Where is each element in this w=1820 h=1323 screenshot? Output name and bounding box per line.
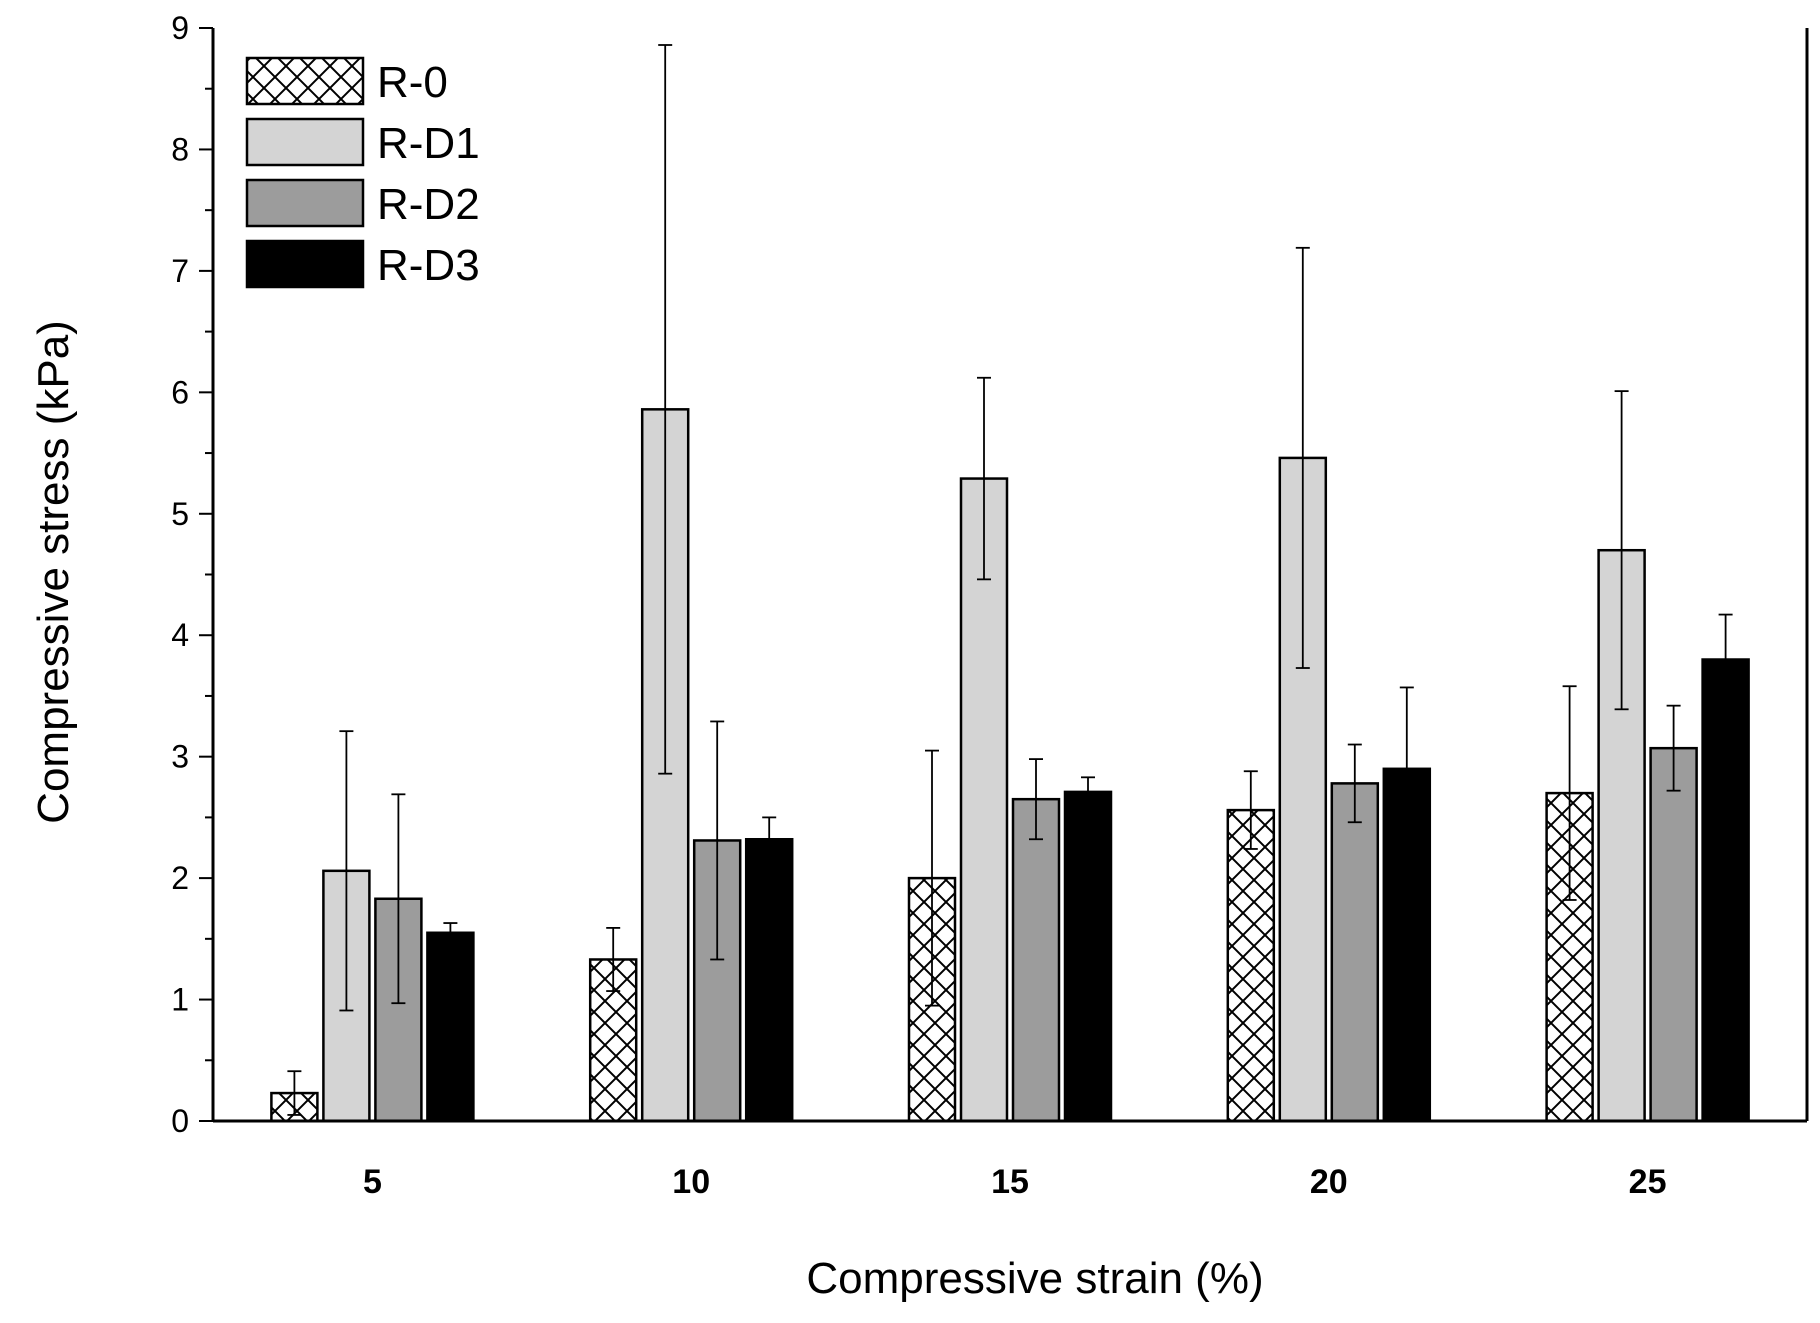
- y-tick-label: 9: [171, 10, 189, 46]
- bar-r-d2-25: [1649, 746, 1698, 1123]
- x-tick-label-15: 15: [991, 1163, 1029, 1201]
- bar-r-d3-10: [744, 837, 794, 1123]
- legend-label-r-0: R-0: [377, 58, 448, 107]
- legend-label-r-d1: R-D1: [377, 119, 480, 168]
- legend-swatch-r-d2: [245, 178, 365, 228]
- y-tick-label: 8: [171, 131, 189, 167]
- bar-r-d3-15: [1063, 790, 1113, 1123]
- bar-r-d2-20: [1330, 782, 1380, 1123]
- legend-swatch-r-d1: [245, 117, 365, 167]
- x-axis-title: Compressive strain (%): [806, 1254, 1263, 1303]
- x-tick-label-20: 20: [1310, 1163, 1348, 1201]
- y-tick-label: 3: [171, 739, 189, 775]
- x-tick-label-5: 5: [363, 1163, 382, 1201]
- legend-swatch-r-0: [245, 56, 365, 106]
- bar-r-d3-5: [426, 931, 475, 1123]
- x-tick-label-25: 25: [1629, 1163, 1667, 1201]
- y-axis-title: Compressive stress (kPa): [29, 320, 78, 824]
- x-tick-label-10: 10: [672, 1163, 710, 1201]
- bar-r-d2-15: [1011, 797, 1061, 1123]
- y-tick-label: 2: [171, 860, 189, 896]
- y-tick-label: 0: [171, 1103, 189, 1139]
- y-tick-label: 1: [171, 982, 189, 1018]
- bar-r-d1-15: [959, 477, 1009, 1123]
- y-tick-label: 6: [171, 374, 189, 410]
- bar-r-0-20: [1226, 808, 1276, 1123]
- legend-swatch-r-d3: [245, 239, 365, 289]
- y-tick-label: 4: [171, 617, 189, 653]
- legend-label-r-d2: R-D2: [377, 180, 480, 229]
- y-tick-label: 7: [171, 253, 189, 289]
- bar-r-0-10: [588, 958, 638, 1123]
- legend-label-r-d3: R-D3: [377, 241, 480, 290]
- y-tick-label: 5: [171, 496, 189, 532]
- bar-r-d3-25: [1701, 658, 1750, 1123]
